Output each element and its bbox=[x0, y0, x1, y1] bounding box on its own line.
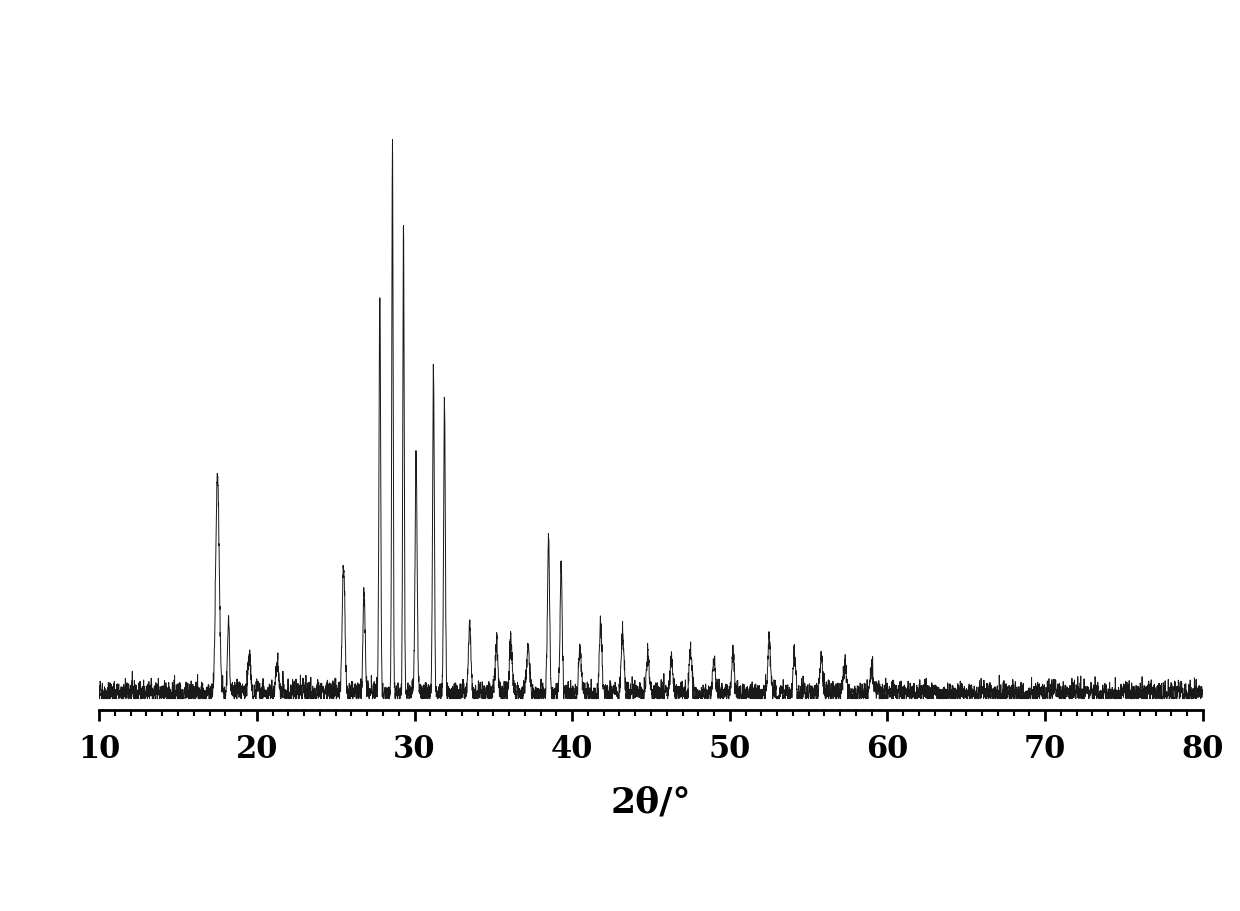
X-axis label: 2θ/°: 2θ/° bbox=[611, 784, 691, 818]
